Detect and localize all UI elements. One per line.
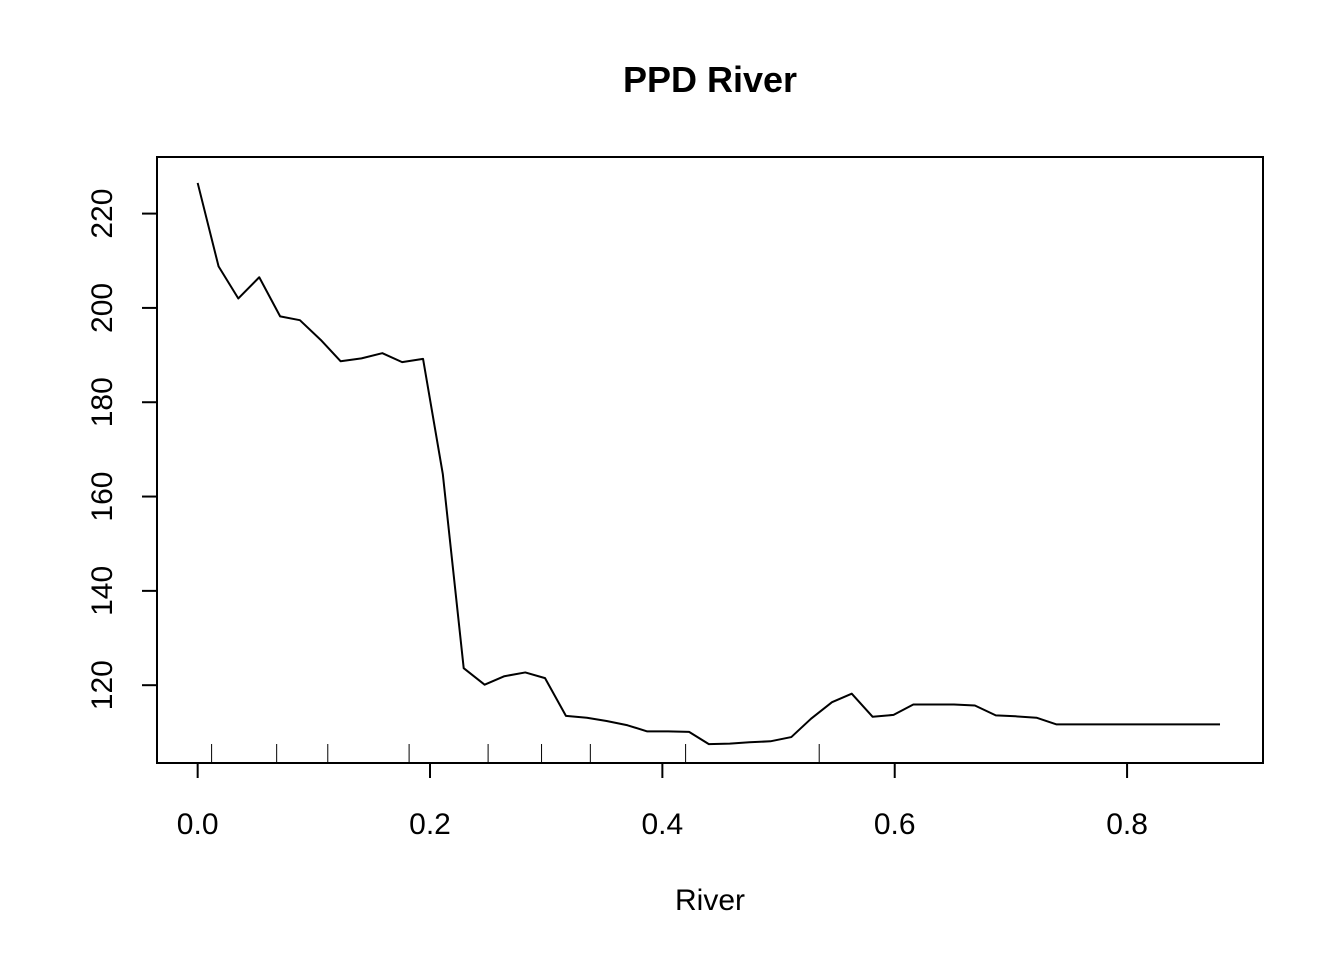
y-tick-label: 220	[86, 189, 119, 239]
y-tick-label: 140	[86, 566, 119, 616]
y-tick-label: 180	[86, 377, 119, 427]
y-tick-label: 120	[86, 660, 119, 710]
y-axis: 120 140 160 180 200 220	[86, 189, 158, 710]
x-axis-label: River	[675, 884, 745, 917]
y-tick-label: 200	[86, 283, 119, 333]
x-tick-label: 0.0	[177, 808, 219, 841]
rug-marks	[211, 744, 820, 763]
y-tick-label: 160	[86, 472, 119, 522]
x-tick-label: 0.8	[1106, 808, 1148, 841]
plot-frame	[156, 156, 1264, 764]
series-lines	[196, 182, 1221, 746]
series-line-0	[196, 182, 1221, 746]
x-tick-label: 0.4	[642, 808, 684, 841]
x-tick-label: 0.2	[409, 808, 451, 841]
x-tick-label: 0.6	[874, 808, 916, 841]
chart-title: PPD River	[623, 59, 797, 100]
x-axis: 0.0 0.2 0.4 0.6 0.8	[177, 762, 1148, 841]
